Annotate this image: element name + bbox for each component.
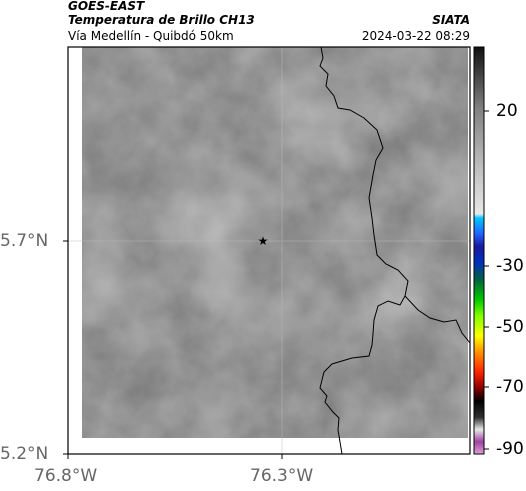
axis-ticks — [63, 240, 283, 459]
coastline — [319, 46, 471, 455]
star-marker: ★ — [258, 234, 269, 248]
colorbar-tick-minus-90: -90 — [496, 439, 524, 459]
graticule — [68, 47, 470, 454]
colorbar-gradient — [474, 47, 484, 454]
product-title: Temperatura de Brillo CH13 — [68, 13, 255, 27]
colorbar-tick-minus-50: -50 — [496, 317, 524, 337]
colorbar-tick-minus-70: -70 — [496, 377, 524, 397]
region-subtitle: Vía Medellín - Quibdó 50km — [68, 29, 234, 43]
satellite-title: GOES-EAST — [68, 0, 145, 13]
lat-label-5-7: 5.7°N — [0, 231, 49, 251]
datetime-label: 2024-03-22 08:29 — [361, 29, 470, 43]
lat-label-5-2: 5.2°N — [0, 444, 49, 464]
lon-label-76-3: 76.3°W — [250, 466, 314, 486]
agency-label: SIATA — [432, 13, 470, 27]
colorbar-border — [473, 46, 485, 455]
lon-label-76-8: 76.8°W — [34, 466, 98, 486]
colorbar-tick-minus-30: -30 — [496, 256, 524, 276]
brightness-temperature-field — [82, 47, 468, 438]
colorbar — [473, 46, 489, 455]
colorbar-tick-20: 20 — [496, 101, 518, 121]
map-border — [67, 46, 471, 455]
